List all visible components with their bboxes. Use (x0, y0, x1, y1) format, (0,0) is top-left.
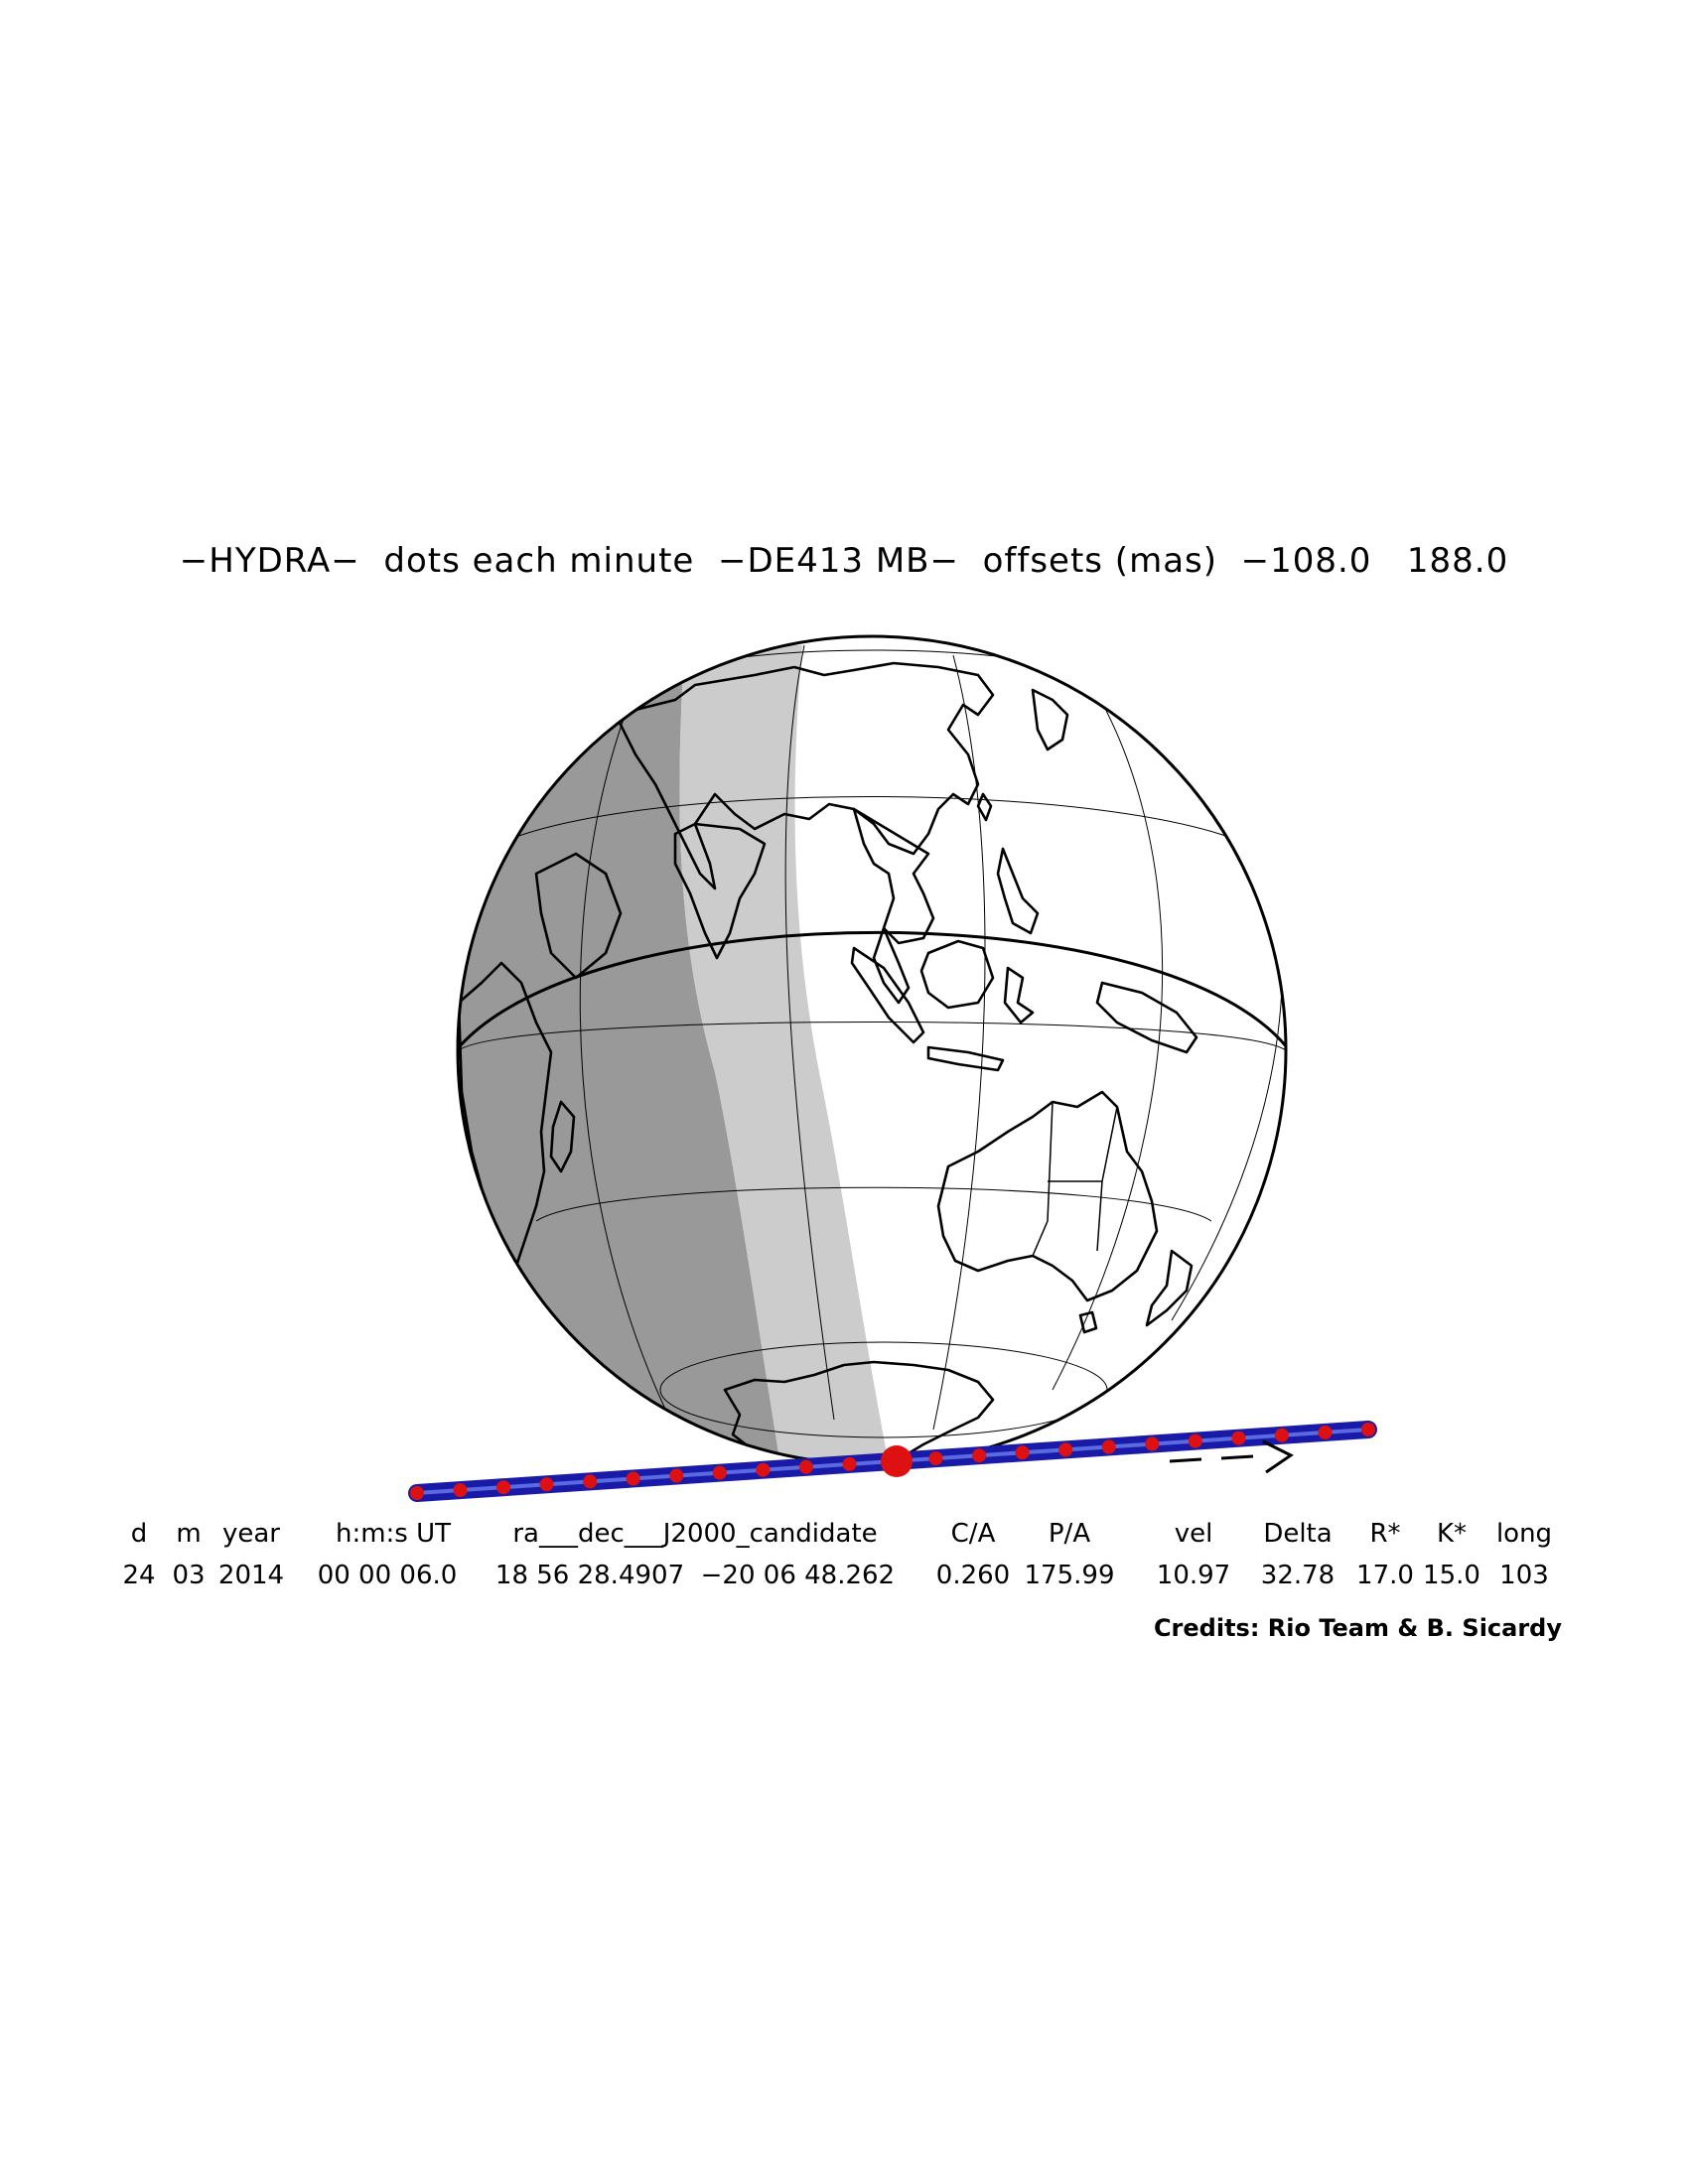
track-dots (410, 1423, 1375, 1500)
header-month: m (176, 1519, 202, 1549)
track-dot (928, 1451, 943, 1466)
value-coordinates: 18 56 28.4907 −20 06 48.262 (494, 1561, 896, 1590)
new-zealand-coastline (1145, 1249, 1194, 1327)
india-coastline (673, 822, 767, 960)
twilight-shading (679, 636, 894, 1464)
direction-arrow (1169, 1439, 1294, 1474)
indochina-coastline (852, 807, 935, 945)
track-dot (626, 1471, 640, 1486)
borneo-coastline (919, 939, 995, 1010)
track-dot (712, 1465, 727, 1480)
track-dot (842, 1456, 857, 1471)
track-dot (669, 1468, 684, 1483)
japan-coastline (1031, 688, 1069, 751)
header-coordinates: ra___dec___J2000_candidate (512, 1519, 878, 1549)
java-coastline (926, 1045, 1005, 1072)
track-dot (756, 1462, 771, 1477)
track-dot (1015, 1445, 1030, 1460)
track-dot (1188, 1433, 1202, 1448)
plot-title: −HYDRA− dots each minute −DE413 MB− offs… (179, 541, 1509, 581)
sulawesi-coastline (1003, 966, 1035, 1024)
central-instant-marker (881, 1445, 913, 1477)
australia-coastline (936, 1090, 1159, 1302)
value-long: 103 (1499, 1561, 1549, 1590)
track-dot (1145, 1436, 1160, 1451)
track-dot (1231, 1431, 1246, 1445)
new-guinea-coastline (1095, 981, 1198, 1054)
track-dot (1361, 1423, 1375, 1436)
tasmania-coastline (1078, 1310, 1098, 1334)
madagascar-coastline (549, 1100, 576, 1173)
header-year: year (221, 1519, 281, 1549)
asia-coastline (614, 661, 995, 890)
taiwan-coastline (976, 792, 993, 822)
track-dot (972, 1448, 987, 1463)
philippines-coastline (996, 847, 1040, 935)
value-delta: 32.78 (1260, 1561, 1336, 1590)
track-dot (583, 1474, 598, 1489)
state-borders (1032, 1101, 1118, 1257)
track-dot (1318, 1425, 1333, 1439)
value-ca: 0.260 (935, 1561, 1011, 1590)
value-vel: 10.97 (1156, 1561, 1231, 1590)
value-k-star: 15.0 (1423, 1561, 1480, 1590)
value-day: 24 (122, 1561, 156, 1590)
malay-peninsula-coastline (872, 926, 911, 1005)
header-delta: Delta (1263, 1519, 1333, 1549)
credits: Credits: Rio Team & B. Sicardy (1153, 1614, 1562, 1642)
sumatra-coastline (850, 946, 925, 1044)
header-k-star: K* (1436, 1519, 1468, 1549)
track-dot (1058, 1442, 1073, 1457)
header-vel: vel (1174, 1519, 1213, 1549)
track-dot (410, 1486, 424, 1500)
header-r-star: R* (1369, 1519, 1401, 1549)
track-dot (798, 1459, 813, 1474)
header-time-ut: h:m:s UT (335, 1519, 452, 1549)
value-pa: 175.99 (1024, 1561, 1115, 1590)
arabia-coastline (534, 852, 623, 980)
header-day: d (130, 1519, 148, 1549)
header-ca: C/A (950, 1519, 996, 1549)
value-time-ut: 00 00 06.0 (317, 1561, 458, 1590)
header-long: long (1495, 1519, 1553, 1549)
value-year: 2014 (217, 1561, 285, 1590)
value-month: 03 (172, 1561, 206, 1590)
value-r-star: 17.0 (1356, 1561, 1414, 1590)
track-dot (1274, 1428, 1289, 1442)
track-dot (496, 1480, 511, 1495)
track-dot (539, 1477, 554, 1492)
track-dot (1101, 1439, 1116, 1454)
header-pa: P/A (1048, 1519, 1091, 1549)
track-dot (453, 1483, 468, 1498)
